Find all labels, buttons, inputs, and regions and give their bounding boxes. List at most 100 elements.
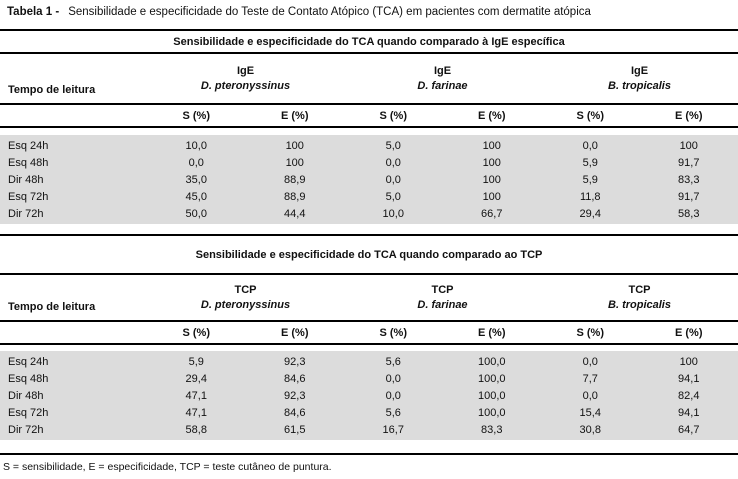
subheader-cell: S (%) [576, 109, 605, 122]
value-cell: 47,1 [185, 389, 207, 402]
horizontal-rule [0, 343, 738, 345]
group-species-label: B. tropicalis [608, 79, 671, 92]
spacer [0, 440, 738, 453]
value-cell: 66,7 [481, 207, 503, 220]
column-group-btropicalis: IgE B. tropicalis [541, 64, 738, 94]
value-cell: 84,6 [284, 372, 306, 385]
group-species-label: D. farinae [417, 79, 468, 92]
value-cell: 100 [679, 139, 698, 152]
table-row: Esq 24h 5,9 92,3 5,6 100,0 0,0 100 [0, 353, 738, 370]
table-row: Dir 48h 35,0 88,9 0,0 100 5,9 83,3 [0, 171, 738, 188]
value-cell: 84,6 [284, 406, 306, 419]
horizontal-rule [0, 320, 738, 322]
subheader-cell: E (%) [675, 326, 703, 339]
horizontal-rule [0, 234, 738, 236]
value-cell: 7,7 [582, 372, 598, 385]
subheader-cell: S (%) [182, 109, 211, 122]
value-cell: 30,8 [579, 423, 601, 436]
row-header-label: Tempo de leitura [8, 84, 96, 96]
row-label: Esq 48h [8, 372, 49, 385]
group-species-label: D. farinae [417, 298, 468, 311]
table1-subheader-row: S (%) E (%) S (%) E (%) S (%) E (%) [0, 105, 738, 126]
group-test-label: TCP [628, 283, 651, 296]
value-cell: 45,0 [185, 190, 207, 203]
value-cell: 50,0 [185, 207, 207, 220]
horizontal-rule [0, 126, 738, 128]
value-cell: 100 [285, 139, 304, 152]
value-cell: 100,0 [477, 389, 506, 402]
table2-subheader-row: S (%) E (%) S (%) E (%) S (%) E (%) [0, 322, 738, 343]
value-cell: 15,4 [579, 406, 601, 419]
value-cell: 5,9 [582, 173, 598, 186]
value-cell: 100 [285, 156, 304, 169]
table-row: Esq 72h 45,0 88,9 5,0 100 11,8 91,7 [0, 188, 738, 205]
table-caption: Tabela 1 - Sensibilidade e especificidade… [0, 0, 738, 29]
table-row: Dir 72h 50,0 44,4 10,0 66,7 29,4 58,3 [0, 205, 738, 222]
subheader-cell: E (%) [478, 109, 506, 122]
value-cell: 88,9 [284, 173, 306, 186]
row-label: Esq 48h [8, 156, 49, 169]
value-cell: 58,3 [678, 207, 700, 220]
value-cell: 29,4 [579, 207, 601, 220]
table-row: Esq 72h 47,1 84,6 5,6 100,0 15,4 94,1 [0, 404, 738, 421]
subheader-cell: S (%) [379, 326, 408, 339]
table2-group-header: Tempo de leitura TCP D. pteronyssinus TC… [0, 275, 738, 320]
horizontal-rule [0, 52, 738, 54]
value-cell: 88,9 [284, 190, 306, 203]
value-cell: 91,7 [678, 156, 700, 169]
table2-data-block: Esq 24h 5,9 92,3 5,6 100,0 0,0 100 Esq 4… [0, 351, 738, 440]
subheader-cell: E (%) [281, 326, 309, 339]
subheader-cell: S (%) [576, 326, 605, 339]
group-test-label: TCP [234, 283, 257, 296]
group-species-label: D. pteronyssinus [200, 79, 291, 92]
value-cell: 10,0 [382, 207, 404, 220]
value-cell: 0,0 [582, 139, 598, 152]
value-cell: 100,0 [477, 355, 506, 368]
value-cell: 29,4 [185, 372, 207, 385]
value-cell: 0,0 [385, 156, 401, 169]
row-header-label: Tempo de leitura [8, 301, 96, 313]
value-cell: 100 [482, 173, 501, 186]
value-cell: 44,4 [284, 207, 306, 220]
value-cell: 92,3 [284, 355, 306, 368]
column-group-dpteronyssinus: TCP D. pteronyssinus [147, 283, 344, 313]
table1-group-header: Tempo de leitura IgE D. pteronyssinus Ig… [0, 54, 738, 103]
group-test-label: TCP [431, 283, 454, 296]
value-cell: 94,1 [678, 406, 700, 419]
table-row: Dir 48h 47,1 92,3 0,0 100,0 0,0 82,4 [0, 387, 738, 404]
value-cell: 5,0 [385, 190, 401, 203]
value-cell: 5,6 [385, 406, 401, 419]
row-label: Dir 72h [8, 207, 44, 220]
value-cell: 10,0 [185, 139, 207, 152]
row-label: Dir 48h [8, 389, 44, 402]
value-cell: 47,1 [185, 406, 207, 419]
subheader-cell: E (%) [281, 109, 309, 122]
table-row: Dir 72h 58,8 61,5 16,7 83,3 30,8 64,7 [0, 421, 738, 438]
value-cell: 92,3 [284, 389, 306, 402]
value-cell: 100 [482, 139, 501, 152]
horizontal-rule [0, 103, 738, 105]
value-cell: 91,7 [678, 190, 700, 203]
value-cell: 11,8 [579, 190, 601, 203]
column-group-dpteronyssinus: IgE D. pteronyssinus [147, 64, 344, 94]
subheader-cell: E (%) [478, 326, 506, 339]
value-cell: 58,8 [185, 423, 207, 436]
table-row: Esq 48h 29,4 84,6 0,0 100,0 7,7 94,1 [0, 370, 738, 387]
subheader-cell: S (%) [379, 109, 408, 122]
table2-subtitle: Sensibilidade e especificidade do TCA qu… [195, 248, 543, 261]
value-cell: 5,9 [582, 156, 598, 169]
value-cell: 5,9 [188, 355, 204, 368]
subheader-cell: E (%) [675, 109, 703, 122]
value-cell: 83,3 [481, 423, 503, 436]
value-cell: 82,4 [678, 389, 700, 402]
value-cell: 64,7 [678, 423, 700, 436]
value-cell: 16,7 [382, 423, 404, 436]
row-label: Esq 72h [8, 190, 49, 203]
spacer [0, 128, 738, 135]
column-group-dfarinae: IgE D. farinae [344, 64, 541, 94]
group-species-label: B. tropicalis [608, 298, 671, 311]
spacer [0, 224, 738, 234]
value-cell: 0,0 [582, 389, 598, 402]
value-cell: 100 [679, 355, 698, 368]
